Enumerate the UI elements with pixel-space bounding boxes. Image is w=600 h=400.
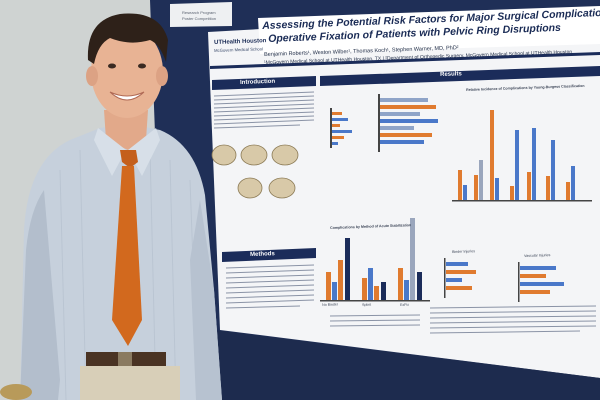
title-rule — [210, 52, 600, 69]
pelvis-diagram — [211, 144, 237, 166]
pelvis-diagrams — [211, 144, 299, 199]
vbar-chart-by-method — [320, 218, 430, 302]
vbar-chart-relative-incidence — [452, 110, 592, 202]
hbar-chart-2 — [378, 94, 438, 152]
trousers — [80, 366, 180, 400]
intro-header-bar — [212, 76, 316, 90]
chart-title-binder: Binder Injuries — [452, 249, 476, 254]
poster-paper — [208, 10, 600, 378]
person-ear — [156, 66, 168, 86]
hbar-chart-vascular — [518, 262, 564, 302]
shirt-collar — [128, 128, 160, 176]
axis-label-no-binder: No Binder — [322, 302, 339, 307]
shirt-collar — [94, 128, 126, 176]
results-header-bar — [320, 66, 600, 86]
bottom-object — [0, 384, 32, 400]
belt-buckle — [118, 352, 132, 366]
orange-tie — [112, 166, 142, 346]
methods-text-lines — [225, 264, 315, 309]
intro-text-lines — [213, 91, 315, 129]
pelvis-diagram — [240, 144, 268, 166]
section-introduction: Introduction — [240, 78, 276, 86]
orange-tie — [120, 150, 138, 168]
person-arm-right — [190, 200, 222, 400]
pelvis-diagram — [271, 144, 299, 166]
person-hair — [87, 13, 168, 64]
eye — [108, 63, 116, 69]
title-band — [258, 6, 600, 54]
axis-label-splint: Splint — [362, 302, 372, 307]
wall-tag-line2: Poster Competition — [182, 16, 217, 21]
hbar-chart-1 — [330, 108, 352, 148]
smile — [109, 91, 145, 101]
person-ear — [86, 66, 98, 86]
board-bottom — [210, 330, 600, 400]
wall-tag-paper — [170, 2, 232, 27]
eye — [138, 63, 146, 69]
pelvis-diagram — [268, 177, 296, 199]
hbar-chart-binder — [444, 258, 476, 298]
person-arm — [20, 190, 60, 400]
section-methods: Methods — [250, 251, 275, 258]
wall-tag-line1: Research Program — [182, 10, 216, 15]
axis-label-exfix: ExFix — [400, 302, 410, 307]
methods-header-bar — [222, 248, 316, 262]
pelvis-diagram — [237, 177, 263, 199]
results-text-lines — [329, 305, 597, 334]
section-results: Results — [440, 71, 462, 78]
person-face — [91, 26, 163, 118]
person-neck — [104, 110, 148, 150]
